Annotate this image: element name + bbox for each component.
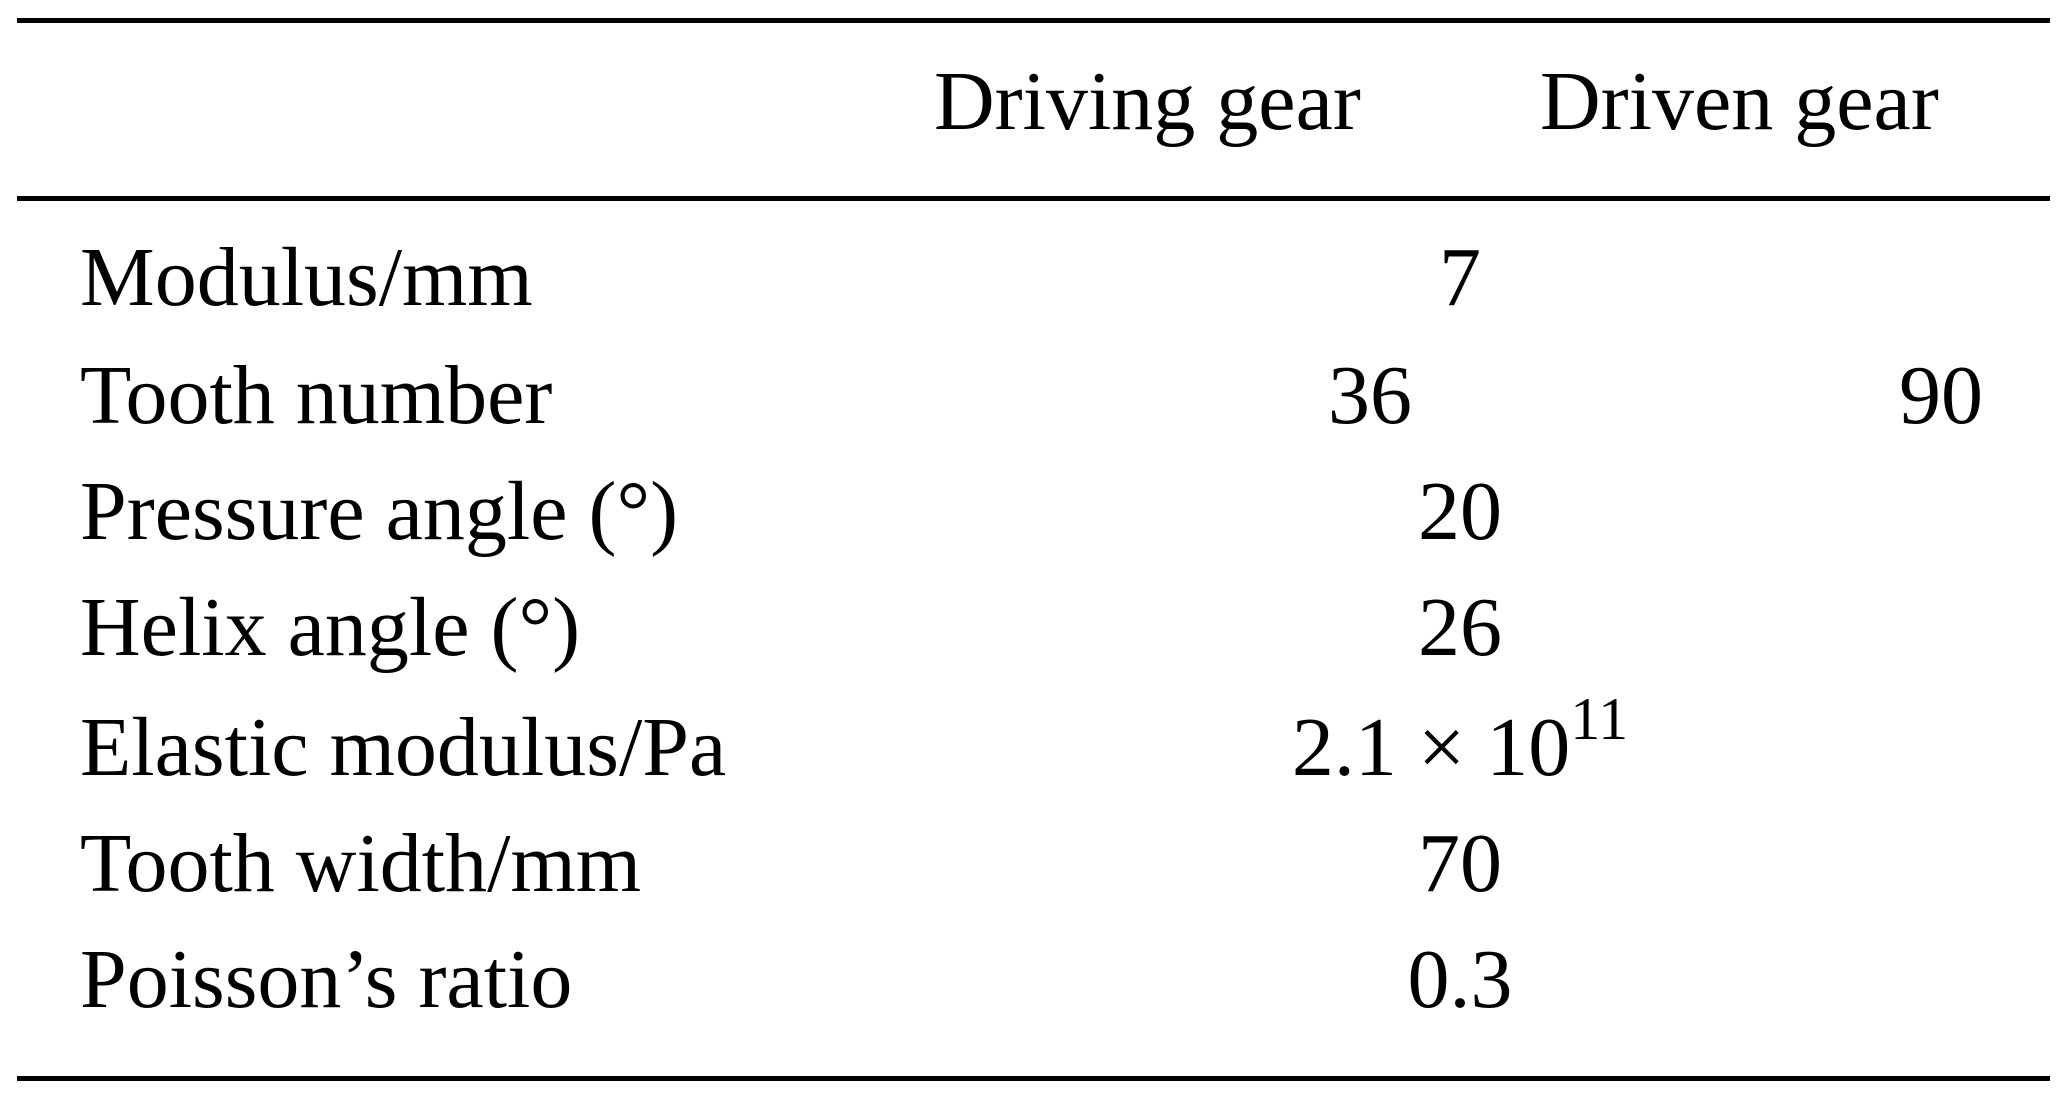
row-value-driven: 90 <box>1899 349 1983 442</box>
row-label: Elastic modulus/Pa <box>80 701 727 794</box>
row-label: Tooth number <box>80 349 553 442</box>
header-rule <box>17 196 2050 201</box>
row-value-shared: 26 <box>1418 581 1502 674</box>
row-value-shared: 0.3 <box>1407 933 1513 1026</box>
table-row-helix-angle: Helix angle (°) 26 <box>0 578 2067 696</box>
row-value-driving: 36 <box>1328 349 1412 442</box>
table-row-tooth-number: Tooth number 36 90 <box>0 346 2067 464</box>
row-label: Helix angle (°) <box>80 581 581 674</box>
table-row-tooth-width: Tooth width/mm 70 <box>0 814 2067 932</box>
row-label: Modulus/mm <box>80 231 533 324</box>
top-rule <box>17 18 2050 23</box>
bottom-rule <box>17 1076 2050 1081</box>
column-header-driven-gear: Driven gear <box>1540 55 1939 148</box>
row-value-shared: 2.1 × 1011 <box>1160 686 1760 805</box>
column-header-driving-gear: Driving gear <box>934 55 1361 148</box>
table-row-elastic-modulus: Elastic modulus/Pa 2.1 × 1011 <box>0 686 2067 816</box>
table-row-modulus: Modulus/mm 7 <box>0 228 2067 346</box>
table-row-poissons-ratio: Poisson’s ratio 0.3 <box>0 930 2067 1048</box>
row-label: Pressure angle (°) <box>80 465 679 558</box>
table-row-pressure-angle: Pressure angle (°) 20 <box>0 462 2067 580</box>
row-value-shared: 70 <box>1418 817 1502 910</box>
row-value-shared: 20 <box>1418 465 1502 558</box>
row-label: Poisson’s ratio <box>80 933 573 1026</box>
row-value-shared: 7 <box>1439 231 1481 324</box>
row-label: Tooth width/mm <box>80 817 642 910</box>
value-exponent: 11 <box>1570 686 1629 752</box>
value-base: 2.1 × 10 <box>1291 701 1571 794</box>
